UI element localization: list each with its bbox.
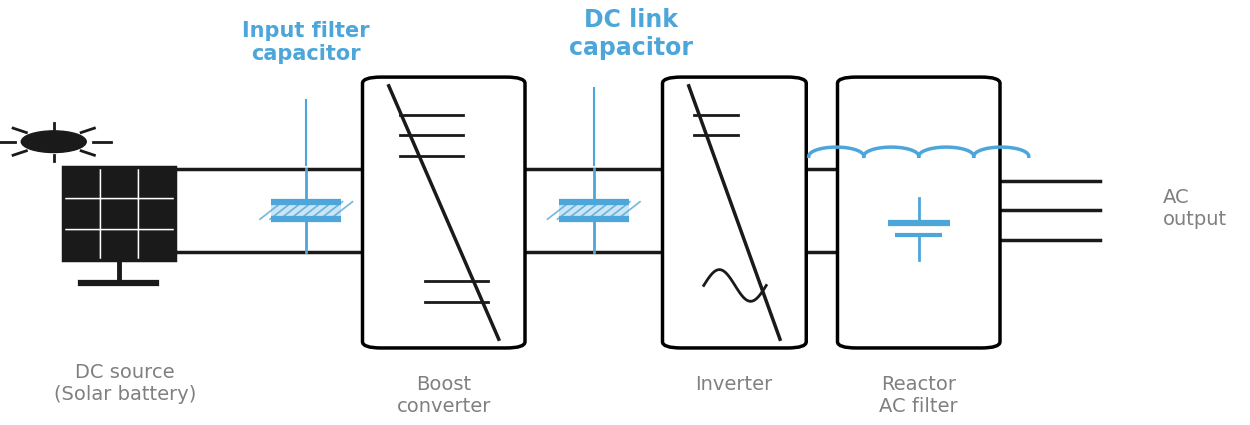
Text: Input filter
capacitor: Input filter capacitor bbox=[242, 21, 370, 64]
Circle shape bbox=[21, 131, 86, 153]
Bar bbox=[559, 202, 629, 219]
Text: AC
output: AC output bbox=[1162, 188, 1226, 229]
Bar bbox=[271, 202, 341, 219]
Bar bbox=[62, 167, 175, 261]
Text: DC link
capacitor: DC link capacitor bbox=[569, 8, 694, 60]
FancyBboxPatch shape bbox=[662, 77, 806, 348]
FancyBboxPatch shape bbox=[362, 77, 525, 348]
Text: Boost
converter: Boost converter bbox=[396, 375, 491, 416]
FancyBboxPatch shape bbox=[838, 77, 1000, 348]
Text: Inverter: Inverter bbox=[695, 375, 772, 394]
Bar bbox=[62, 167, 100, 198]
Bar bbox=[138, 198, 175, 229]
Bar bbox=[138, 229, 175, 261]
Bar bbox=[62, 198, 100, 229]
Text: Reactor
AC filter: Reactor AC filter bbox=[880, 375, 958, 416]
Bar bbox=[100, 229, 138, 261]
Text: DC source
(Solar battery): DC source (Solar battery) bbox=[54, 363, 196, 404]
Bar bbox=[138, 167, 175, 198]
Bar bbox=[100, 167, 138, 198]
Bar bbox=[62, 229, 100, 261]
Bar bbox=[100, 198, 138, 229]
